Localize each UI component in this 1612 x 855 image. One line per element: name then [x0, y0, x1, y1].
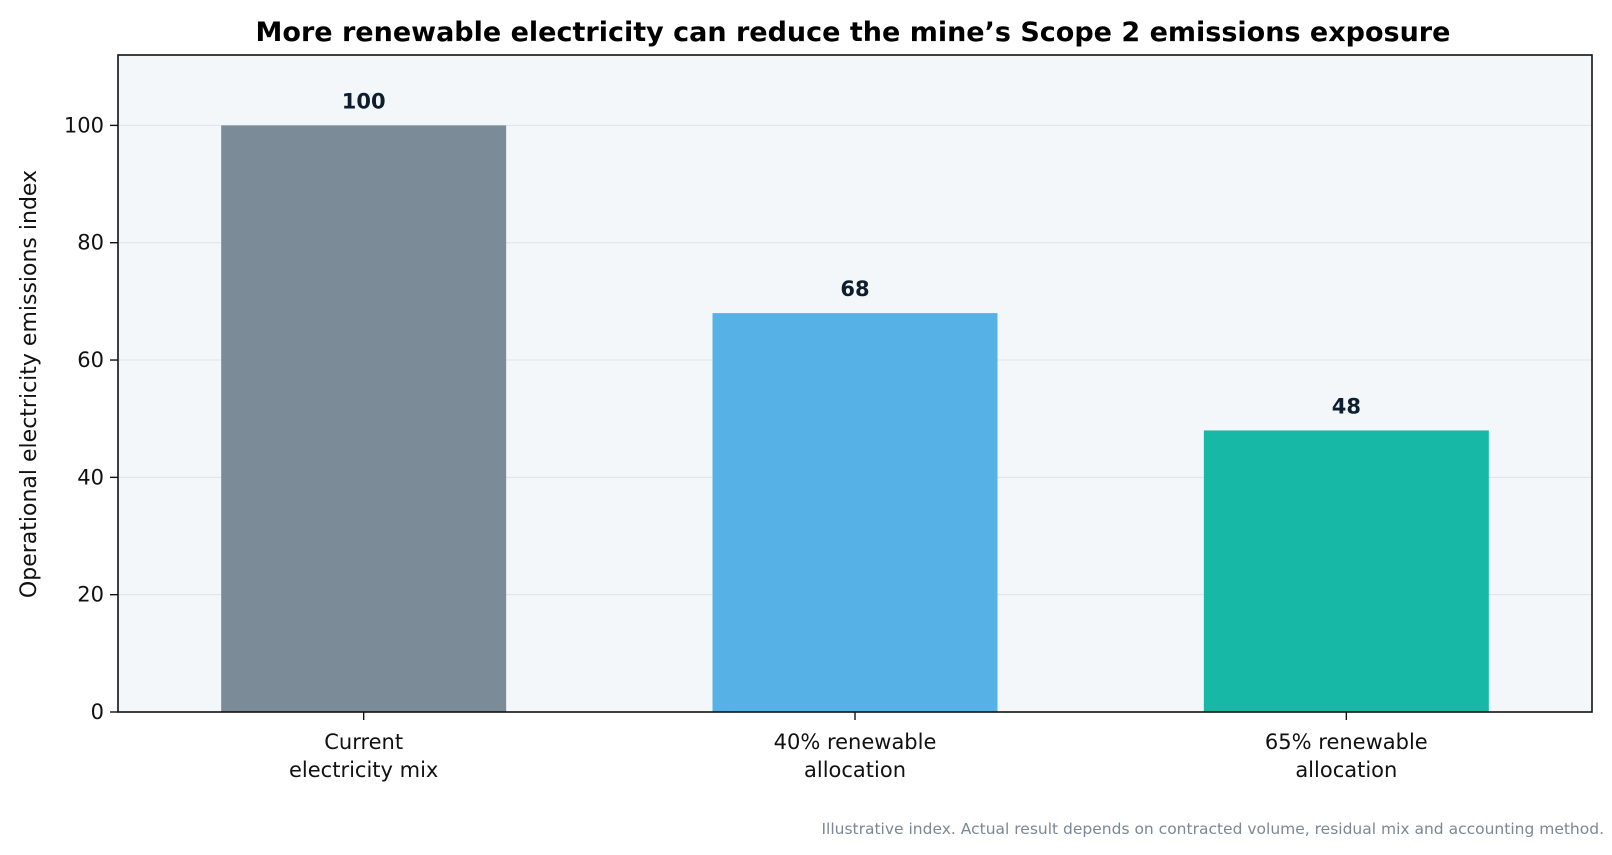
x-tick-label-line: allocation	[1295, 758, 1397, 782]
y-tick-label: 0	[91, 700, 104, 724]
bar-value-label: 48	[1332, 394, 1361, 418]
x-tick-label-line: Current	[324, 730, 403, 754]
x-tick-label: 65% renewable allocation	[1265, 730, 1428, 782]
bar-value-label: 68	[840, 277, 869, 301]
y-tick-label: 100	[64, 113, 104, 137]
y-tick-label: 80	[77, 231, 104, 255]
data-labels: 100 68 48	[342, 89, 1361, 418]
bar	[1203, 430, 1489, 712]
y-tick-label: 60	[77, 348, 104, 372]
x-tick-label-line: 40% renewable	[774, 730, 937, 754]
x-tick-label-line: allocation	[804, 758, 906, 782]
x-tick-label-line: 65% renewable	[1265, 730, 1428, 754]
bars	[221, 125, 1489, 712]
bar-value-label: 100	[342, 89, 386, 113]
y-axis-label: Operational electricity emissions index	[17, 170, 42, 598]
x-tick-label: 40% renewable allocation	[774, 730, 937, 782]
footnote: Illustrative index. Actual result depend…	[821, 820, 1604, 838]
x-tick-label-line: electricity mix	[289, 758, 438, 782]
y-axis: 0 20 40 60 80 100	[64, 113, 118, 724]
x-tick-label: Current electricity mix	[289, 730, 438, 782]
y-tick-label: 20	[77, 583, 104, 607]
y-tick-label: 40	[77, 465, 104, 489]
chart-title: More renewable electricity can reduce th…	[256, 17, 1451, 48]
x-axis: Current electricity mix 40% renewable alloc…	[289, 712, 1428, 782]
bar	[712, 313, 998, 712]
bar	[221, 125, 507, 712]
